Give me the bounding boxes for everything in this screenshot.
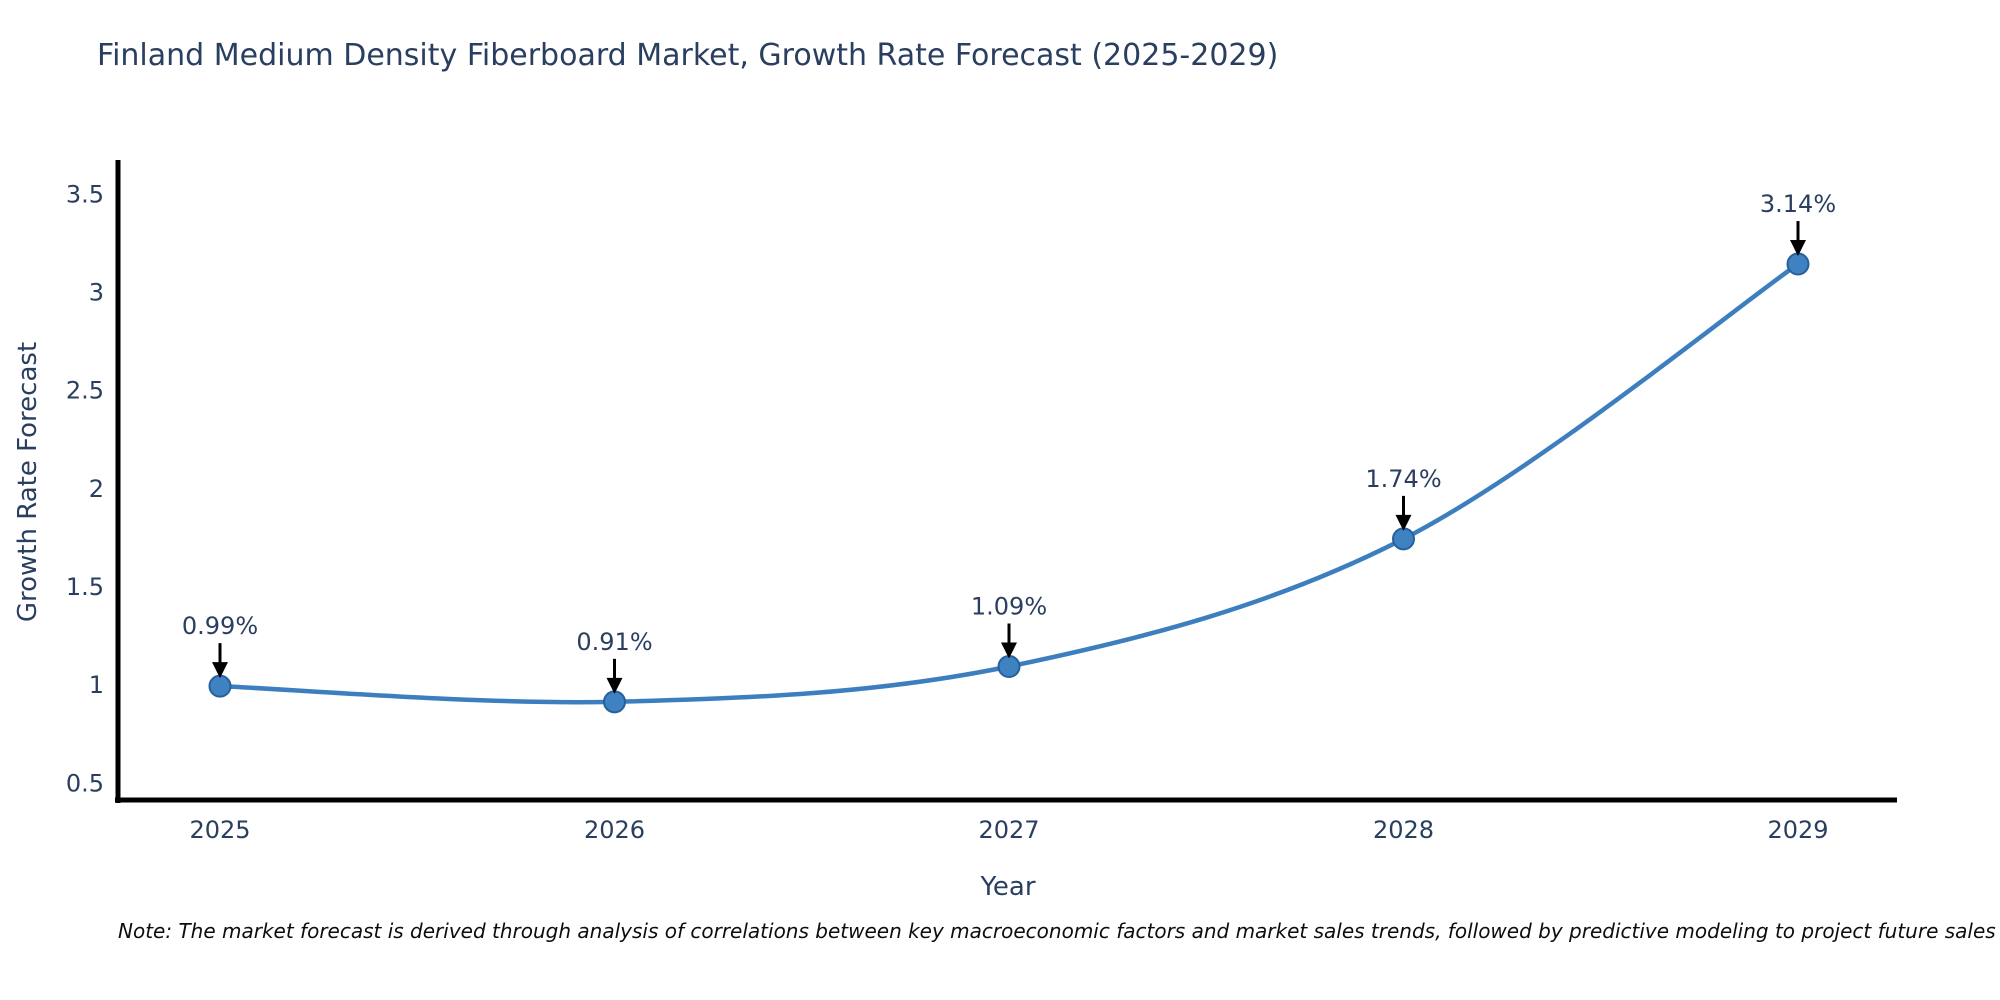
y-tick-labels: 0.5 1 1.5 2 2.5 3 3.5: [66, 180, 104, 797]
x-tick-label: 2028: [1373, 816, 1434, 844]
y-tick-label: 3: [89, 279, 104, 307]
y-tick-label: 0.5: [66, 769, 104, 797]
annotation-arrowhead: [212, 662, 228, 679]
data-point-marker: [603, 690, 626, 714]
data-point-label: 0.99%: [182, 612, 258, 640]
y-tick-label: 2: [89, 475, 104, 503]
annotation-arrowhead: [1395, 514, 1412, 531]
axes: [115, 160, 1897, 803]
annotation-arrowhead: [1790, 240, 1806, 257]
footnote: Note: The market forecast is derived thr…: [118, 919, 1996, 943]
y-tick-label: 2.5: [66, 377, 104, 405]
x-tick-label: 2025: [189, 816, 250, 844]
y-tick-label: 1: [89, 671, 104, 699]
data-point-label: 3.14%: [1760, 190, 1836, 218]
y-tick-label: 3.5: [66, 180, 104, 208]
data-point-label: 1.74%: [1365, 465, 1441, 493]
y-tick-label: 1.5: [66, 573, 104, 601]
data-point-marker: [997, 655, 1021, 679]
data-point-marker: [1392, 527, 1415, 551]
chart-title: Finland Medium Density Fiberboard Market…: [97, 38, 1279, 73]
annotation-arrowhead: [606, 677, 623, 694]
annotation-arrowhead: [1001, 642, 1017, 659]
x-tick-label: 2026: [584, 816, 645, 844]
data-point-marker: [208, 674, 232, 698]
x-tick-label: 2029: [1767, 816, 1828, 844]
data-point-label: 1.09%: [971, 593, 1047, 621]
x-tick-labels: 2025 2026 2027 2028 2029: [189, 816, 1828, 844]
x-axis-title: Year: [980, 872, 1036, 902]
data-point-annotations: 0.99% 0.91% 1.09% 1.74% 3.14%: [182, 190, 1836, 694]
x-tick-label: 2027: [978, 816, 1039, 844]
data-point-marker: [1786, 252, 1810, 276]
data-point-label: 0.91%: [576, 628, 652, 656]
